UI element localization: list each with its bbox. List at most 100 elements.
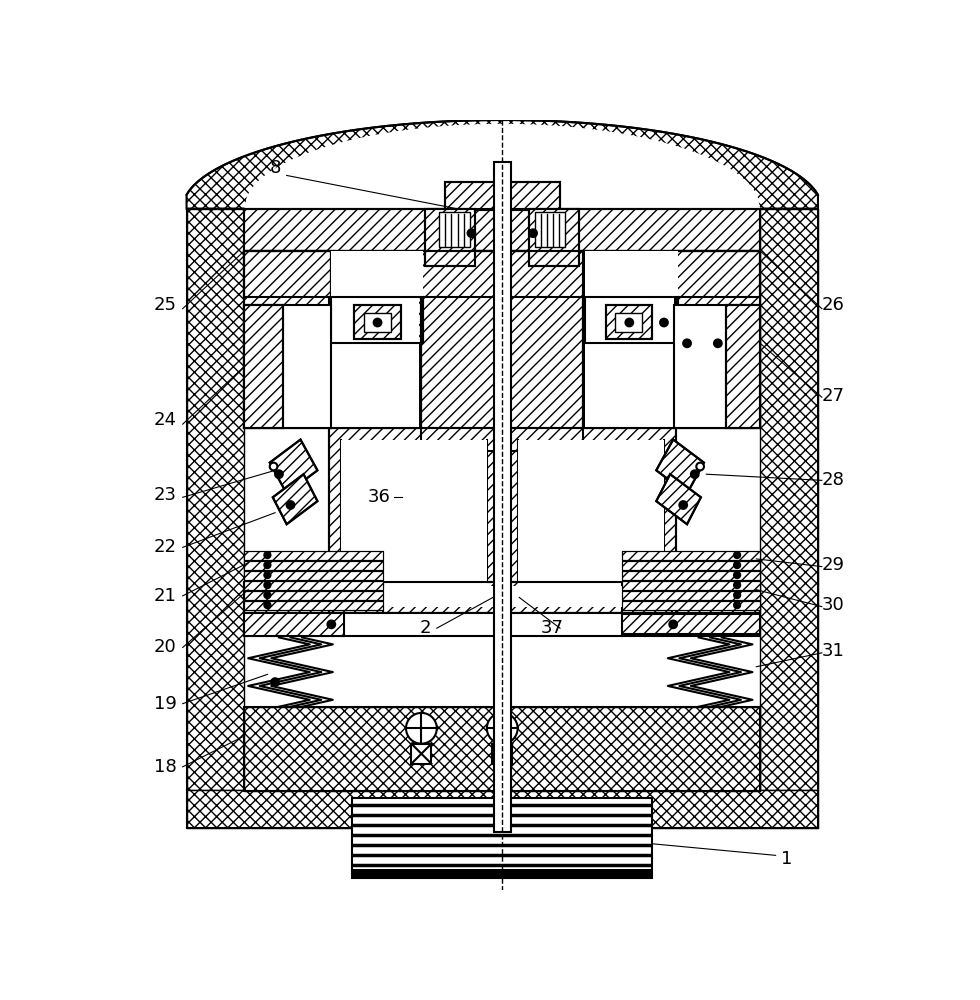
Text: 27: 27: [822, 387, 845, 405]
Bar: [621, 581, 760, 590]
Circle shape: [696, 463, 704, 470]
Bar: [329, 297, 421, 428]
Circle shape: [734, 562, 740, 568]
Text: 1: 1: [781, 850, 793, 868]
Bar: [244, 707, 760, 791]
Circle shape: [734, 572, 740, 578]
Bar: [244, 601, 383, 610]
Polygon shape: [186, 120, 818, 209]
Bar: [244, 591, 383, 600]
Bar: [621, 551, 760, 560]
Circle shape: [327, 620, 335, 628]
Text: 23: 23: [154, 486, 176, 504]
Circle shape: [467, 229, 475, 237]
Bar: [621, 561, 760, 570]
Circle shape: [270, 463, 277, 470]
Bar: [330, 297, 423, 343]
Bar: [329, 428, 499, 597]
Circle shape: [683, 339, 691, 347]
Circle shape: [625, 319, 633, 326]
Text: 19: 19: [154, 695, 176, 713]
Bar: [244, 571, 383, 580]
Circle shape: [679, 501, 687, 509]
Bar: [674, 251, 760, 428]
Text: 28: 28: [822, 471, 845, 489]
Bar: [585, 252, 674, 428]
Circle shape: [265, 552, 270, 558]
Polygon shape: [657, 474, 701, 524]
Bar: [725, 305, 760, 428]
Bar: [329, 297, 421, 428]
Circle shape: [734, 602, 740, 608]
Bar: [506, 251, 583, 451]
Bar: [244, 707, 760, 791]
Bar: [244, 305, 330, 428]
Bar: [674, 305, 760, 428]
Bar: [621, 601, 760, 610]
Bar: [244, 209, 760, 251]
Circle shape: [487, 713, 517, 744]
Bar: [517, 440, 664, 586]
Circle shape: [714, 339, 721, 347]
Circle shape: [373, 319, 381, 326]
Bar: [621, 582, 760, 613]
Bar: [615, 312, 643, 332]
Polygon shape: [657, 440, 704, 493]
Bar: [583, 297, 675, 428]
Bar: [621, 561, 760, 570]
Circle shape: [669, 620, 677, 628]
Circle shape: [265, 602, 270, 608]
Bar: [674, 251, 760, 428]
Circle shape: [265, 562, 270, 568]
Bar: [352, 869, 653, 878]
Bar: [621, 591, 760, 600]
Bar: [425, 209, 475, 266]
Bar: [244, 582, 383, 613]
Bar: [445, 182, 560, 210]
Bar: [425, 209, 475, 266]
Bar: [621, 571, 760, 580]
Bar: [583, 297, 675, 428]
Bar: [760, 209, 818, 790]
Bar: [244, 571, 383, 580]
Bar: [621, 591, 760, 600]
Bar: [412, 744, 431, 764]
Bar: [621, 614, 760, 634]
Polygon shape: [272, 474, 318, 524]
Bar: [341, 440, 487, 586]
Bar: [421, 251, 499, 451]
Bar: [244, 305, 283, 428]
Bar: [244, 561, 383, 570]
Text: 2: 2: [419, 619, 431, 637]
Circle shape: [734, 592, 740, 598]
Bar: [244, 551, 383, 560]
Bar: [244, 251, 760, 297]
Bar: [244, 251, 760, 297]
Circle shape: [271, 678, 279, 686]
Text: 36: 36: [368, 488, 390, 506]
Bar: [244, 251, 330, 428]
Text: 22: 22: [154, 538, 176, 556]
Bar: [607, 305, 653, 339]
Circle shape: [529, 229, 537, 237]
Bar: [329, 582, 675, 613]
Text: 24: 24: [154, 411, 176, 429]
Bar: [585, 251, 678, 297]
Bar: [585, 297, 678, 343]
Circle shape: [734, 582, 740, 588]
Bar: [529, 209, 579, 266]
Bar: [244, 581, 383, 590]
Bar: [439, 212, 470, 247]
Bar: [352, 798, 653, 878]
Bar: [506, 428, 675, 597]
Bar: [244, 591, 383, 600]
Bar: [355, 305, 401, 339]
Polygon shape: [244, 124, 760, 209]
Bar: [244, 209, 760, 251]
Bar: [445, 182, 560, 210]
Bar: [329, 582, 675, 613]
Circle shape: [287, 501, 294, 509]
Bar: [529, 209, 579, 266]
Bar: [330, 297, 423, 343]
Bar: [364, 312, 391, 332]
